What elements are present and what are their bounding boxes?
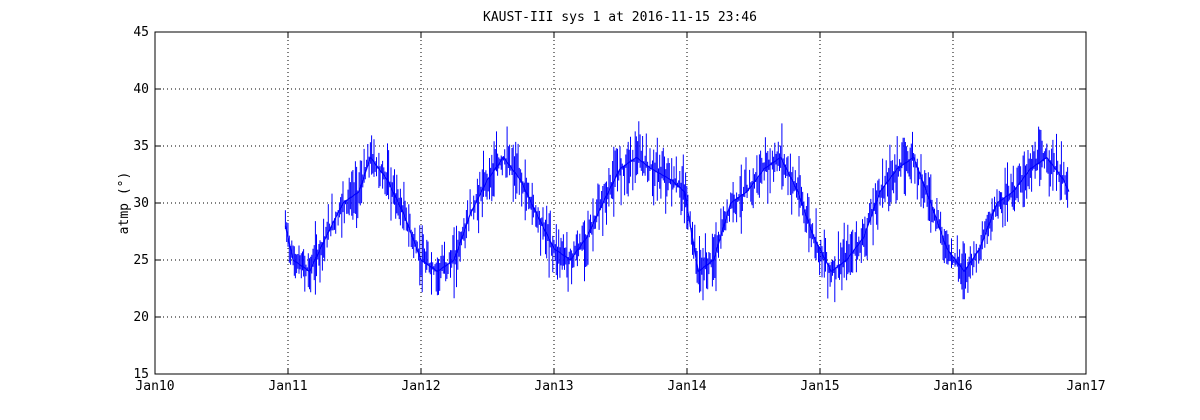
y-tick-label: 15 bbox=[133, 367, 149, 382]
x-tick-label: Jan15 bbox=[800, 379, 839, 394]
x-tick-label: Jan17 bbox=[1066, 379, 1105, 394]
y-tick-label: 40 bbox=[133, 82, 149, 97]
tick-layer: Jan10 Jan11 Jan12 Jan13 Jan14 Jan15 Jan16 Jan17… bbox=[133, 25, 1105, 394]
y-tick-label: 35 bbox=[133, 139, 149, 154]
series-layer bbox=[284, 121, 1070, 303]
plot-frame bbox=[154, 31, 1087, 375]
x-tick-label: Jan10 bbox=[135, 379, 174, 394]
y-tick-label: 45 bbox=[133, 25, 149, 40]
x-tick-label: Jan13 bbox=[534, 379, 573, 394]
y-tick-label: 30 bbox=[133, 196, 149, 211]
chart-title: KAUST-III sys 1 at 2016-11-15 23:46 bbox=[483, 10, 757, 25]
y-tick-label: 25 bbox=[133, 253, 149, 268]
x-tick-label: Jan11 bbox=[268, 379, 307, 394]
y-axis-label: atmp (°) bbox=[117, 172, 132, 235]
x-tick-label: Jan16 bbox=[933, 379, 972, 394]
y-tick-label: 20 bbox=[133, 310, 149, 325]
grid-layer bbox=[155, 32, 1086, 374]
x-tick-label: Jan14 bbox=[667, 379, 706, 394]
series-noise bbox=[284, 121, 1069, 303]
x-tick-label: Jan12 bbox=[401, 379, 440, 394]
